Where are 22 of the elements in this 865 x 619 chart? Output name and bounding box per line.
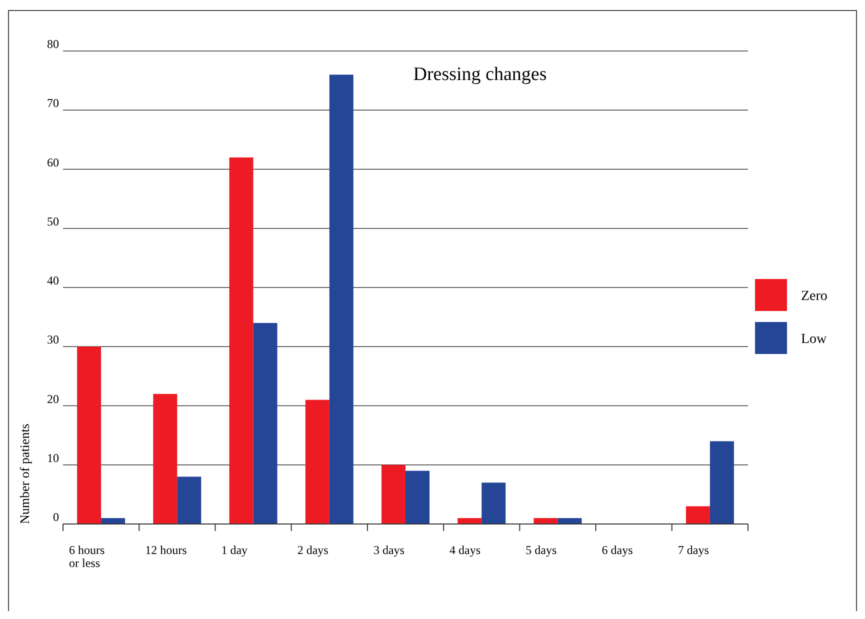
y-axis-title: Number of patients	[17, 424, 32, 524]
y-tick-label: 0	[53, 510, 59, 524]
legend-label: Low	[801, 332, 828, 347]
x-tick-label: 2 days	[297, 543, 329, 557]
legend-label: Zero	[801, 289, 828, 304]
x-tick-label: 12 hours	[145, 543, 188, 557]
y-tick-label: 40	[47, 274, 59, 288]
x-tick-label: 7 days	[678, 543, 710, 557]
x-tick-label: 3 days	[373, 543, 405, 557]
y-tick-label: 50	[47, 214, 59, 228]
text: Dressing changes	[413, 64, 547, 85]
y-tick-label: 70	[47, 96, 59, 110]
y-tick-label: 10	[47, 450, 59, 465]
y-tick-label: 30	[47, 332, 59, 347]
y-tick-label: 80	[47, 37, 59, 51]
y-tick-label: 20	[47, 392, 59, 406]
x-tick-label: 6 hours or less	[69, 543, 105, 570]
x-tick-label: 6 days	[602, 543, 634, 557]
x-tick-label: 5 days	[526, 543, 557, 557]
y-tick-label: 60	[47, 155, 59, 170]
x-tick-label: 4 days	[450, 543, 481, 557]
x-tick-label: 1 day	[221, 543, 248, 557]
